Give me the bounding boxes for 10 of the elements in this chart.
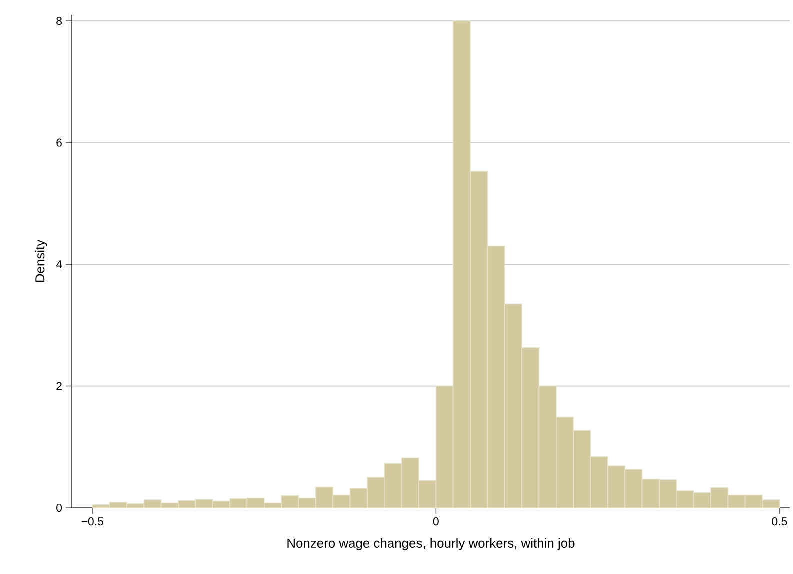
y-tick-label: 0 [56, 504, 62, 512]
x-tick-label: 0.5 [772, 518, 788, 526]
y-tick-label: 8 [56, 17, 62, 26]
y-tick-label: 6 [56, 138, 62, 147]
y-axis-title: Density [35, 240, 48, 282]
y-tick-label: 2 [56, 382, 62, 390]
y-tick-label: 4 [56, 260, 62, 268]
x-tick-label: 0 [433, 518, 439, 526]
x-tick-label: −0.5 [82, 518, 104, 526]
x-axis-title: Nonzero wage changes, hourly workers, within job [288, 538, 575, 551]
